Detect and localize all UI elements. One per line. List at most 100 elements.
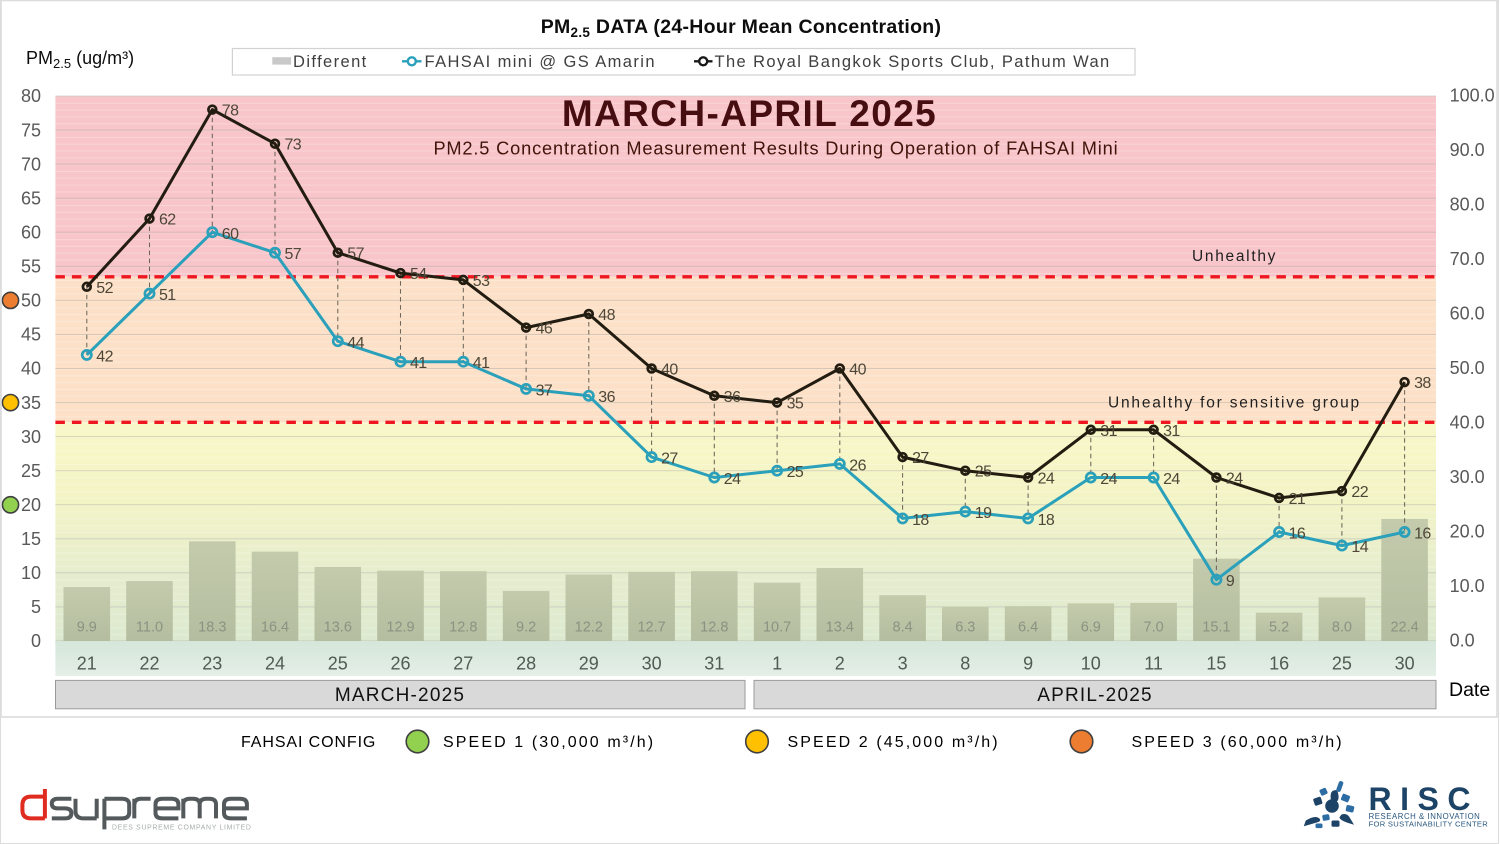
svg-text:9.2: 9.2: [516, 620, 536, 636]
svg-text:FAHSAI mini @ GS Amarin: FAHSAI mini @ GS Amarin: [425, 53, 656, 71]
svg-text:6.3: 6.3: [955, 620, 975, 636]
svg-text:52: 52: [96, 280, 113, 297]
svg-text:10.7: 10.7: [763, 620, 791, 636]
svg-text:50.0: 50.0: [1450, 358, 1485, 378]
svg-text:24: 24: [1100, 471, 1117, 488]
svg-text:RISC: RISC: [1369, 781, 1479, 817]
svg-text:0: 0: [31, 631, 41, 651]
svg-text:54: 54: [410, 266, 427, 283]
svg-text:25: 25: [975, 464, 992, 481]
svg-text:37: 37: [536, 382, 553, 399]
svg-text:28: 28: [516, 654, 536, 674]
svg-text:40.0: 40.0: [1450, 412, 1485, 432]
svg-text:16: 16: [1289, 526, 1306, 543]
svg-text:SPEED 2 (45,000 m³/h): SPEED 2 (45,000 m³/h): [788, 734, 1000, 751]
svg-text:22: 22: [139, 654, 159, 674]
svg-text:31: 31: [1163, 423, 1180, 440]
svg-text:2: 2: [835, 654, 845, 674]
svg-text:73: 73: [285, 137, 302, 154]
svg-text:60: 60: [222, 226, 239, 243]
svg-text:9: 9: [1226, 573, 1235, 590]
svg-text:FAHSAI CONFIG: FAHSAI CONFIG: [241, 734, 376, 751]
svg-text:35: 35: [21, 393, 41, 413]
svg-text:30: 30: [642, 654, 662, 674]
svg-text:25: 25: [1332, 654, 1352, 674]
svg-text:25: 25: [328, 654, 348, 674]
svg-text:18: 18: [1038, 512, 1055, 529]
svg-text:50: 50: [21, 291, 41, 311]
svg-text:27: 27: [661, 451, 678, 468]
svg-text:55: 55: [21, 257, 41, 277]
svg-text:9: 9: [1023, 654, 1033, 674]
svg-text:22.4: 22.4: [1390, 620, 1418, 636]
svg-text:23: 23: [202, 654, 222, 674]
svg-text:51: 51: [159, 287, 176, 304]
svg-text:The Royal Bangkok Sports Club,: The Royal Bangkok Sports Club, Pathum Wa…: [715, 53, 1111, 71]
svg-text:10.0: 10.0: [1450, 576, 1485, 596]
svg-text:6.9: 6.9: [1081, 620, 1101, 636]
svg-text:26: 26: [849, 457, 866, 474]
svg-text:Unhealthy for sensitive group: Unhealthy for sensitive group: [1108, 395, 1361, 412]
svg-text:10: 10: [21, 563, 41, 583]
svg-text:5.2: 5.2: [1269, 620, 1289, 636]
svg-text:41: 41: [410, 355, 427, 372]
svg-text:44: 44: [347, 335, 364, 352]
svg-text:1: 1: [772, 654, 782, 674]
svg-text:8: 8: [960, 654, 970, 674]
svg-text:60: 60: [21, 222, 41, 242]
svg-text:20: 20: [21, 495, 41, 515]
svg-text:10: 10: [1081, 654, 1101, 674]
svg-text:24: 24: [265, 654, 285, 674]
svg-text:8.4: 8.4: [893, 620, 913, 636]
svg-text:16.4: 16.4: [261, 620, 289, 636]
svg-text:PM2.5 DATA (24-Hour Mean Conce: PM2.5 DATA (24-Hour Mean Concentration): [541, 16, 942, 40]
svg-text:SPEED 1 (30,000 m³/h): SPEED 1 (30,000 m³/h): [443, 734, 655, 751]
svg-text:15: 15: [21, 529, 41, 549]
svg-text:30: 30: [1395, 654, 1415, 674]
svg-text:57: 57: [347, 246, 364, 263]
svg-text:25: 25: [787, 464, 804, 481]
svg-text:0.0: 0.0: [1450, 630, 1475, 650]
svg-text:25: 25: [21, 461, 41, 481]
svg-text:9.9: 9.9: [77, 620, 97, 636]
svg-text:Unhealthy: Unhealthy: [1192, 248, 1277, 265]
svg-text:16: 16: [1414, 526, 1431, 543]
svg-text:29: 29: [579, 654, 599, 674]
svg-text:41: 41: [473, 355, 490, 372]
svg-text:90.0: 90.0: [1450, 140, 1485, 160]
svg-text:80: 80: [21, 86, 41, 106]
svg-text:MARCH-2025: MARCH-2025: [335, 685, 465, 706]
svg-text:24: 24: [1038, 471, 1055, 488]
svg-text:24: 24: [1163, 471, 1180, 488]
svg-text:70.0: 70.0: [1450, 249, 1485, 269]
svg-text:12.7: 12.7: [637, 620, 665, 636]
svg-text:48: 48: [598, 307, 615, 324]
svg-text:APRIL-2025: APRIL-2025: [1037, 685, 1153, 706]
svg-text:21: 21: [77, 654, 97, 674]
svg-text:20.0: 20.0: [1450, 521, 1485, 541]
svg-text:78: 78: [222, 103, 239, 120]
svg-text:5: 5: [31, 597, 41, 617]
svg-text:60.0: 60.0: [1450, 303, 1485, 323]
svg-text:31: 31: [704, 654, 724, 674]
svg-text:80.0: 80.0: [1450, 194, 1485, 214]
svg-text:Different: Different: [293, 53, 368, 71]
svg-text:46: 46: [536, 321, 553, 338]
svg-text:40: 40: [661, 362, 678, 379]
svg-text:Date: Date: [1449, 679, 1490, 701]
svg-text:24: 24: [724, 471, 741, 488]
svg-text:14: 14: [1351, 539, 1368, 556]
svg-text:22: 22: [1351, 484, 1368, 501]
svg-text:18.3: 18.3: [198, 620, 226, 636]
svg-text:45: 45: [21, 325, 41, 345]
svg-text:42: 42: [96, 348, 113, 365]
svg-text:11: 11: [1144, 654, 1163, 674]
svg-text:PM2.5 Concentration Measuremen: PM2.5 Concentration Measurement Results …: [433, 139, 1118, 159]
svg-text:RESEARCH & INNOVATION: RESEARCH & INNOVATION: [1369, 812, 1481, 821]
svg-text:38: 38: [1414, 375, 1431, 392]
svg-text:13.6: 13.6: [324, 620, 352, 636]
svg-text:MARCH-APRIL 2025: MARCH-APRIL 2025: [562, 93, 937, 134]
svg-text:7.0: 7.0: [1144, 620, 1164, 636]
svg-text:75: 75: [21, 120, 41, 140]
svg-text:31: 31: [1100, 423, 1117, 440]
